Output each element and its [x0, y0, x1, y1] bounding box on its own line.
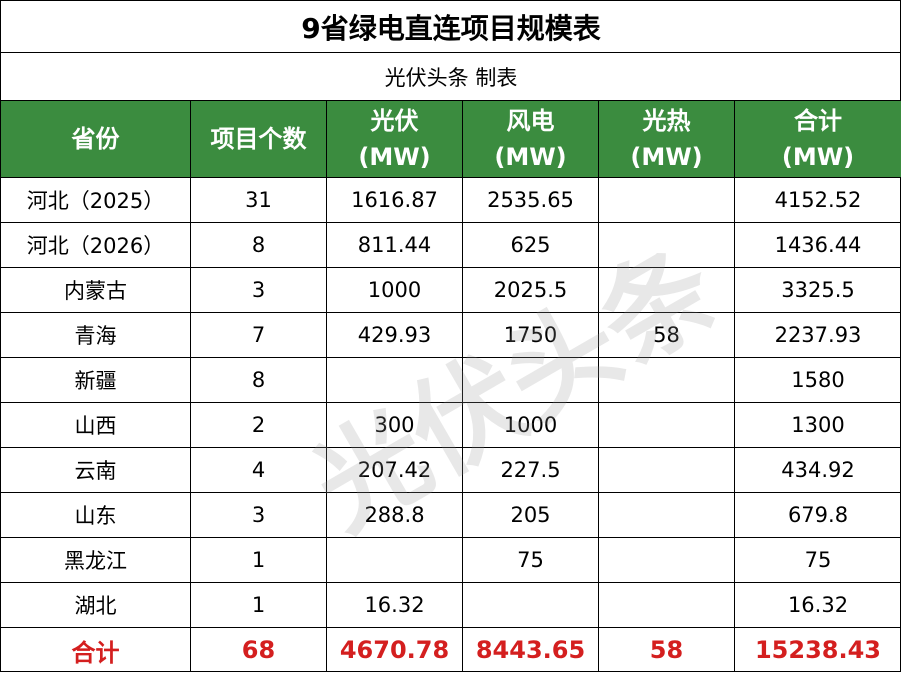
table-cell: 227.5	[463, 448, 599, 493]
table-cell: 3	[191, 493, 327, 538]
total-cell: 15238.43	[754, 636, 881, 664]
table-cell: 2237.93	[735, 313, 901, 358]
table-cell: 河北（2025）	[1, 178, 191, 223]
header-name: 光热	[642, 107, 691, 135]
table-cell: 2025.5	[463, 268, 599, 313]
total-cell: 合计	[1, 628, 191, 672]
header-cell: 省份	[1, 101, 191, 178]
table-cell: 16.32	[735, 583, 901, 628]
table-cell	[599, 178, 735, 223]
table-cell: 1580	[735, 358, 901, 403]
table-cell: 3	[191, 268, 327, 313]
table-cell: 云南	[1, 448, 191, 493]
table-cell	[599, 493, 735, 538]
table-cell: 300	[327, 403, 463, 448]
table-cell: 山东	[1, 493, 191, 538]
table-cell: 1	[191, 583, 327, 628]
table-cell: 58	[599, 313, 735, 358]
table-cell: 679.8	[735, 493, 901, 538]
table-cell: 河北（2026）	[1, 223, 191, 268]
table-cell: 青海	[1, 313, 191, 358]
table-cell	[599, 403, 735, 448]
table-cell: 7	[191, 313, 327, 358]
table-cell: 1000	[327, 268, 463, 313]
title: 9省绿电直连项目规模表	[1, 1, 901, 53]
table-cell: 205	[463, 493, 599, 538]
table-cell	[599, 358, 735, 403]
header-name: 合计	[794, 107, 842, 135]
table-cell: 207.42	[327, 448, 463, 493]
table-cell: 434.92	[735, 448, 901, 493]
table-cell: 湖北	[1, 583, 191, 628]
table-cell: 288.8	[327, 493, 463, 538]
table-cell: 16.32	[327, 583, 463, 628]
table-cell	[599, 448, 735, 493]
table-cell: 429.93	[327, 313, 463, 358]
table-cell: 1436.44	[735, 223, 901, 268]
header-cell: 光热 (MW)	[599, 101, 735, 178]
table-cell	[327, 358, 463, 403]
table-cell: 新疆	[1, 358, 191, 403]
table-cell: 内蒙古	[1, 268, 191, 313]
table-cell: 1300	[735, 403, 901, 448]
table-cell: 75	[735, 538, 901, 583]
table-cell: 31	[191, 178, 327, 223]
table-cell	[463, 583, 599, 628]
table-cell: 4152.52	[735, 178, 901, 223]
header-unit: (MW)	[781, 143, 855, 171]
header-cell: 风电 (MW)	[463, 101, 599, 178]
table-cell	[599, 268, 735, 313]
total-cell: 8443.65	[463, 628, 599, 672]
table-cell	[599, 223, 735, 268]
table-cell: 2	[191, 403, 327, 448]
table-cell	[463, 358, 599, 403]
header-unit: (MW)	[630, 143, 703, 171]
header-name: 光伏	[370, 107, 419, 135]
table-cell: 山西	[1, 403, 191, 448]
table-cell	[327, 538, 463, 583]
table-cell: 1750	[463, 313, 599, 358]
table-cell: 3325.5	[735, 268, 901, 313]
table-cell: 4	[191, 448, 327, 493]
table-cell: 8	[191, 358, 327, 403]
table-cell	[599, 538, 735, 583]
header-name: 风电	[506, 107, 555, 135]
table-cell: 75	[463, 538, 599, 583]
total-cell: 58	[599, 628, 735, 672]
table-cell: 1000	[463, 403, 599, 448]
table-cell	[599, 583, 735, 628]
table-cell: 1	[191, 538, 327, 583]
subtitle: 光伏头条 制表	[1, 53, 901, 101]
table-cell: 2535.65	[463, 178, 599, 223]
total-cell: 68	[191, 628, 327, 672]
table-cell: 625	[463, 223, 599, 268]
header-cell: 合计 (MW)	[735, 101, 901, 178]
header-name: 项目个数	[210, 125, 307, 153]
table-cell: 1616.87	[327, 178, 463, 223]
header-cell: 光伏 (MW)	[327, 101, 463, 178]
header-unit: (MW)	[358, 143, 431, 171]
table-cell: 811.44	[327, 223, 463, 268]
table-cell: 黑龙江	[1, 538, 191, 583]
table-cell: 8	[191, 223, 327, 268]
total-cell: 4670.78	[327, 628, 463, 672]
header-unit: (MW)	[494, 143, 567, 171]
header-cell: 项目个数	[191, 101, 327, 178]
header-name: 省份	[71, 125, 120, 153]
